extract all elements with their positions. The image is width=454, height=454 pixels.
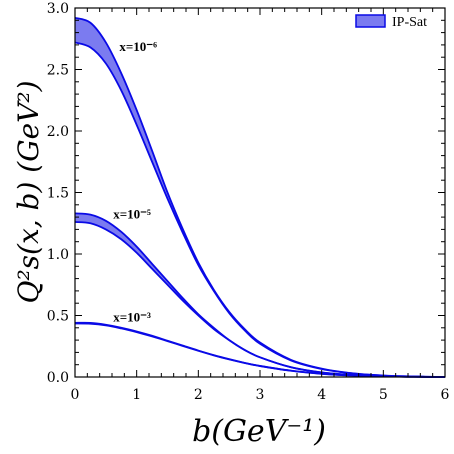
x-tick-label: 6 — [441, 387, 450, 403]
y-tick-label: 0.0 — [47, 370, 69, 386]
x-tick-label: 1 — [132, 387, 141, 403]
y-tick-label: 1.5 — [47, 186, 69, 202]
y-tick-label: 3.0 — [47, 1, 69, 17]
x-tick-label: 0 — [71, 387, 80, 403]
y-tick-label: 2.0 — [47, 124, 69, 140]
legend: IP-Sat — [355, 14, 427, 30]
y-tick-label: 2.5 — [47, 63, 69, 79]
x-tick-label: 2 — [194, 387, 203, 403]
x-tick-label: 5 — [379, 387, 388, 403]
x-tick-label: 3 — [256, 387, 265, 403]
legend-label-ip-sat: IP-Sat — [392, 15, 427, 30]
band-series-1 — [75, 213, 445, 377]
ticks-layer: 0 1 2 3 4 5 6 0.0 0.5 1.0 1.5 2.0 2.5 3.0 — [47, 1, 450, 403]
legend-swatch-ip-sat — [355, 14, 386, 28]
band-lower-edge-series-2 — [74, 322, 446, 378]
y-tick-label: 0.5 — [47, 309, 69, 325]
plot-frame — [74, 7, 446, 378]
y-tick-label: 1.0 — [47, 247, 69, 263]
y-axis-title: Q²s(x, b) (GeV²) — [12, 80, 45, 303]
band-upper-edge-series-1 — [74, 212, 446, 378]
annotation-series-1: x=10⁻⁵ — [113, 206, 151, 221]
x-axis-title: b(GeV⁻¹) — [192, 414, 326, 449]
x-tick-label: 4 — [317, 387, 326, 403]
band-lower-edge-series-0 — [74, 41, 446, 378]
annotation-series-0: x=10⁻⁶ — [119, 39, 157, 54]
annotations-layer: x=10⁻⁶ x=10⁻⁵ x=10⁻³ — [113, 39, 157, 325]
annotation-series-2: x=10⁻³ — [113, 310, 151, 325]
bands-layer — [74, 16, 446, 378]
